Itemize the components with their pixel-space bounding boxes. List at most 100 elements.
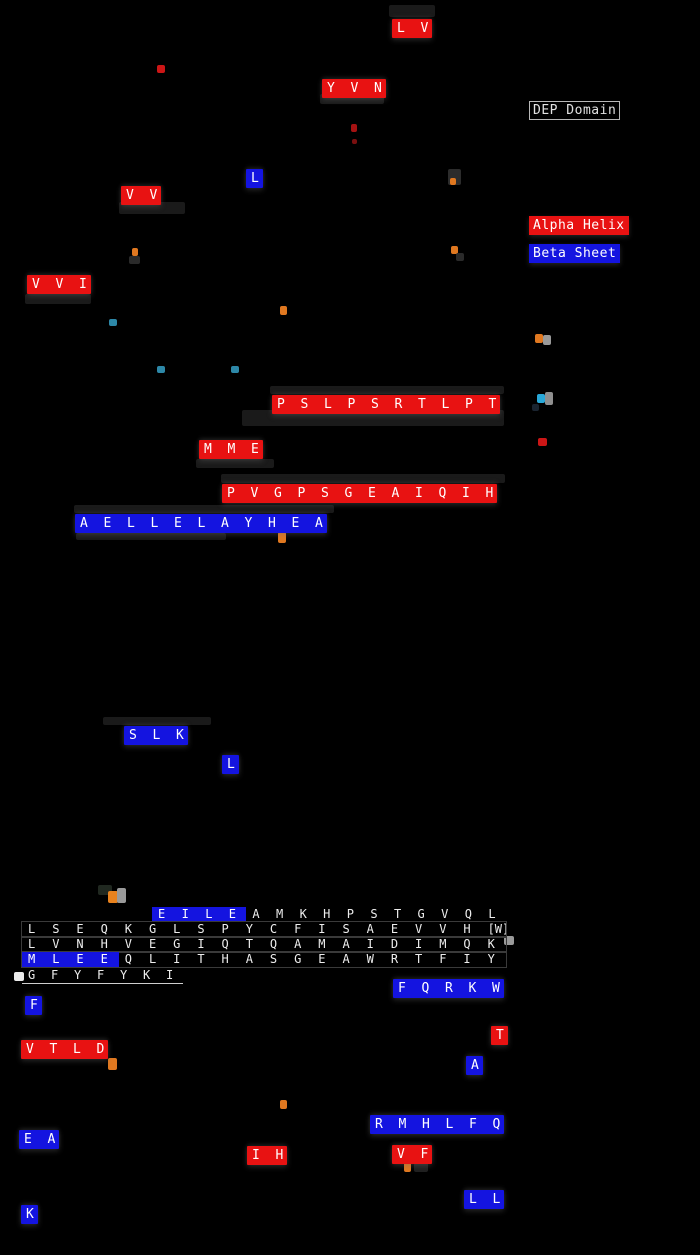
alignment-cell[interactable]: F <box>51 968 59 982</box>
alignment-cell[interactable]: M <box>318 937 326 951</box>
alignment-cell[interactable]: P <box>346 907 354 921</box>
alignment-cell[interactable]: Q <box>100 922 108 936</box>
alignment-cell[interactable]: E <box>152 907 176 922</box>
alignment-cell[interactable]: Q <box>269 937 278 951</box>
alignment-cell[interactable]: I <box>166 968 174 982</box>
alignment-cell[interactable]: I <box>463 952 471 966</box>
alignment-cell[interactable]: Y <box>245 922 253 936</box>
alignment-cell[interactable]: S <box>52 922 60 936</box>
alignment-cell[interactable]: T <box>415 952 423 966</box>
alignment-cell[interactable]: W <box>366 952 374 966</box>
alignment-cell[interactable]: K <box>143 968 151 982</box>
alignment-cell[interactable]: A <box>252 907 260 921</box>
alignment-cell[interactable]: Q <box>463 937 471 951</box>
alignment-cell[interactable]: A <box>342 937 350 951</box>
alignment-cell[interactable]: E <box>318 952 326 966</box>
alignment-cell[interactable]: E <box>148 937 157 951</box>
alignment-cell[interactable]: M <box>275 907 284 921</box>
alignment-cell[interactable]: T <box>245 937 253 951</box>
alignment-cell[interactable]: T <box>393 907 402 921</box>
alignment-cell[interactable]: A <box>294 937 302 951</box>
alignment-cell[interactable]: A <box>245 952 253 966</box>
alignment-cell[interactable]: L <box>46 952 71 967</box>
alignment-cell[interactable]: E <box>70 952 95 967</box>
alignment-cell[interactable]: S <box>370 907 378 921</box>
alignment-cell[interactable]: E <box>94 952 119 967</box>
alignment-cell[interactable]: G <box>148 922 157 936</box>
alignment-cell[interactable]: I <box>173 952 181 966</box>
alignment-cell[interactable]: S <box>269 952 278 966</box>
alignment-cell[interactable]: A <box>366 922 374 936</box>
alignment-cell[interactable]: A <box>342 952 350 966</box>
alignment-cell[interactable]: C <box>269 922 278 936</box>
alignment-cell[interactable]: Q <box>124 952 132 966</box>
residue-label-sheet[interactable]: A <box>466 1056 483 1075</box>
alignment-cell[interactable]: H <box>463 922 471 936</box>
alignment-cell[interactable]: L <box>173 922 181 936</box>
alignment-cell[interactable]: Q <box>221 937 229 951</box>
residue-label-helix[interactable]: T <box>491 1026 508 1045</box>
residue-label-sheet[interactable]: L <box>222 755 239 774</box>
alignment-cell[interactable]: Y <box>74 968 82 982</box>
alignment-cell[interactable]: Y <box>120 968 128 982</box>
alignment-cell[interactable]: V <box>124 937 132 951</box>
alignment-cell[interactable]: Y <box>487 952 495 966</box>
alignment-cell[interactable]: V <box>439 922 447 936</box>
alignment-cell[interactable]: K <box>299 907 307 921</box>
alignment-cell[interactable]: I <box>415 937 423 951</box>
alignment-cell[interactable]: G <box>28 968 36 982</box>
residue-label-sheet[interactable]: F <box>25 996 42 1015</box>
alignment-cell[interactable]: I <box>175 907 200 922</box>
alignment-cell[interactable]: S <box>342 922 350 936</box>
alignment-cell[interactable]: L <box>28 922 36 936</box>
alignment-cell[interactable]: G <box>173 937 181 951</box>
alignment-cell[interactable]: N <box>76 937 84 951</box>
alignment-cell[interactable]: I <box>366 937 374 951</box>
alignment-cell[interactable]: L <box>148 952 157 966</box>
alignment-cell[interactable]: K <box>124 922 132 936</box>
alignment-cell[interactable]: F <box>439 952 447 966</box>
alignment-cell[interactable]: M <box>22 952 47 967</box>
alignment-cell[interactable]: V <box>52 937 60 951</box>
alignment-cell[interactable]: G <box>417 907 425 921</box>
alignment-cell[interactable]: P <box>221 922 229 936</box>
alignment-cell[interactable]: H <box>221 952 229 966</box>
residue-label-sheet[interactable]: K <box>21 1205 38 1224</box>
residue-label-sheet[interactable]: L <box>246 169 263 188</box>
alignment-cell[interactable]: S <box>197 922 205 936</box>
alignment-cell[interactable]: T <box>197 952 205 966</box>
alignment-cell[interactable]: H <box>100 937 108 951</box>
alignment-cell[interactable]: G <box>294 952 302 966</box>
alignment-cell[interactable]: Q <box>464 907 472 921</box>
alignment-cell[interactable]: E <box>76 922 84 936</box>
alignment-cell[interactable]: V <box>441 907 449 921</box>
alignment-cell[interactable]: F <box>97 968 105 982</box>
alignment-cell[interactable]: E <box>390 922 399 936</box>
alignment-cell[interactable]: I <box>197 937 205 951</box>
alignment-cell[interactable]: L <box>199 907 223 922</box>
alignment-cell[interactable]: L <box>488 907 496 921</box>
alignment-cell[interactable]: [W] <box>487 922 506 936</box>
alignment-cell[interactable]: V <box>415 922 423 936</box>
alignment-cell[interactable]: E <box>222 907 247 922</box>
alignment-cell[interactable]: D <box>390 937 399 951</box>
alignment-cell[interactable]: M <box>439 937 447 951</box>
alignment-cell[interactable]: L <box>28 937 36 951</box>
